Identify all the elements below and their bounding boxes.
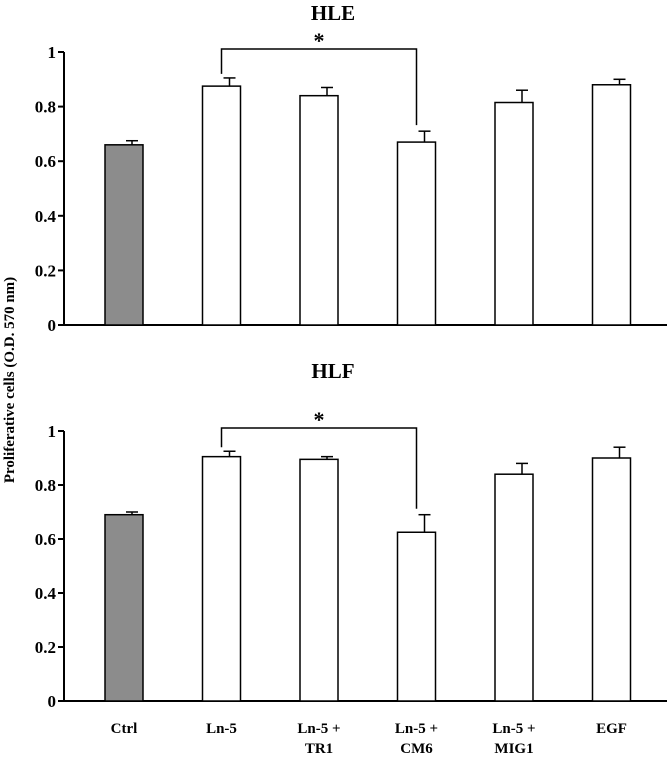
category-label: Ln-5 + (395, 721, 438, 737)
category-label: Ln-5 + (297, 721, 340, 737)
hlf-bar-ctrl (104, 513, 144, 702)
category-label: Ctrl (111, 721, 138, 737)
hle-bar-egf (591, 84, 632, 326)
hle-title: HLE (311, 1, 355, 25)
hlf-y-tick-label: 1 (48, 422, 57, 441)
hle-significance-star: * (314, 28, 325, 53)
y-axis-label: Proliferative cells (O.D. 570 nm) (2, 277, 18, 483)
hlf-bar-ln-5-mig1 (494, 473, 534, 702)
hlf-title: HLF (311, 359, 354, 383)
hlf-significance-bracket (220, 427, 418, 509)
hlf-y-tick-label: 0 (48, 692, 57, 711)
hle-y-tick-label: 0.6 (35, 152, 56, 171)
hle-y-tick-label: 0.4 (35, 207, 57, 226)
hle-bar-ln-5-mig1 (494, 101, 534, 326)
hlf-bar-ln-5-tr1 (299, 458, 339, 702)
hle-bar-ctrl (104, 144, 144, 326)
category-label: Ln-5 (206, 721, 237, 737)
hle-panel: HLE 0 0.2 0.4 0.6 0.8 1 * (35, 1, 667, 335)
hlf-significance-star: * (314, 407, 325, 432)
hle-y-tick-label: 0.8 (35, 98, 56, 117)
hle-bar-ln-5-tr1 (299, 94, 339, 326)
hle-y-tick-label: 1 (48, 43, 57, 62)
hle-significance-bracket (220, 48, 418, 126)
hlf-bar-ln-5-cm6 (396, 531, 437, 702)
hlf-y-tick-label: 0.2 (35, 638, 56, 657)
category-label: EGF (596, 721, 627, 737)
hle-y-tick-label: 0.2 (35, 261, 56, 280)
hle-y-tick-label: 0 (48, 316, 57, 335)
category-label: CM6 (400, 741, 433, 757)
hlf-panel: HLF 0 0.2 0.4 0.6 0.8 1 * Ctrl Ln-5 Ln-5 + TR1 Ln-5 … (35, 359, 667, 757)
category-label: TR1 (305, 741, 333, 757)
hlf-bar-egf (591, 457, 632, 702)
hle-bar-ln-5-cm6 (396, 141, 437, 326)
hlf-y-tick-label: 0.6 (35, 530, 56, 549)
hle-bar-ln-5 (201, 85, 242, 326)
hlf-bar-ln-5 (201, 455, 242, 702)
hlf-y-tick-label: 0.8 (35, 476, 56, 495)
category-label: Ln-5 + (492, 721, 535, 737)
hlf-y-tick-label: 0.4 (35, 584, 57, 603)
category-label: MIG1 (494, 741, 533, 757)
